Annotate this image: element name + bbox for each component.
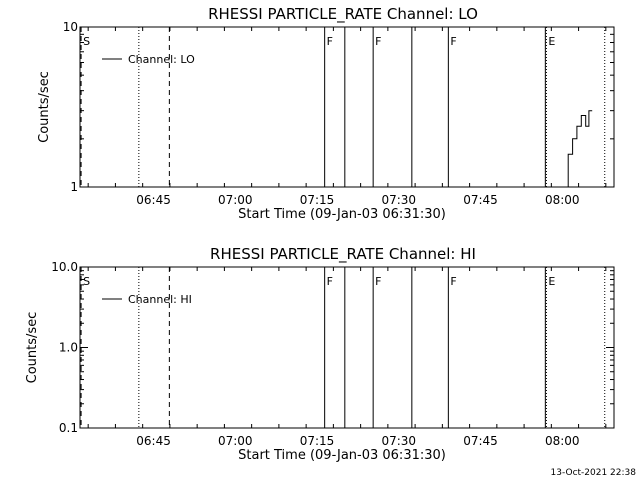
chart-title: RHESSI PARTICLE_RATE Channel: LO bbox=[208, 5, 478, 24]
x-tick-label: 06:45 bbox=[136, 193, 171, 207]
marker-label: S bbox=[83, 35, 90, 48]
marker-label: F bbox=[450, 275, 456, 288]
chart-title: RHESSI PARTICLE_RATE Channel: HI bbox=[210, 245, 476, 264]
x-tick-label: 07:15 bbox=[300, 434, 335, 448]
y-tick-label: 10.0 bbox=[51, 260, 78, 274]
panel-hi: RHESSI PARTICLE_RATE Channel: HI S F F F E 06:… bbox=[25, 245, 615, 463]
legend-label: Channel: LO bbox=[128, 53, 195, 66]
x-tick-label: 07:15 bbox=[300, 193, 335, 207]
x-tick-label: 07:00 bbox=[218, 193, 253, 207]
x-tick-label: 07:45 bbox=[463, 434, 498, 448]
x-tick-label: 08:00 bbox=[545, 193, 580, 207]
x-tick-label: 07:45 bbox=[463, 193, 498, 207]
y-tick-label: 1.0 bbox=[59, 341, 78, 355]
marker-label: F bbox=[327, 35, 333, 48]
y-axis-label: Counts/sec bbox=[37, 71, 52, 143]
x-axis-label: Start Time (09-Jan-03 06:31:30) bbox=[238, 207, 446, 222]
x-tick-label: 06:45 bbox=[136, 434, 171, 448]
y-tick-label: 10 bbox=[63, 20, 78, 34]
y-axis-label: Counts/sec bbox=[25, 312, 40, 384]
plot-frame bbox=[79, 266, 615, 429]
marker-label: E bbox=[548, 35, 555, 48]
x-tick-label: 08:00 bbox=[545, 434, 580, 448]
marker-label: F bbox=[375, 35, 381, 48]
panel-lo: RHESSI PARTICLE_RATE Channel: LO S F F F E 06:… bbox=[37, 5, 615, 222]
marker-label: F bbox=[327, 275, 333, 288]
y-tick-label: 1 bbox=[70, 180, 78, 194]
x-tick-label: 07:30 bbox=[381, 434, 416, 448]
x-tick-label: 07:00 bbox=[218, 434, 253, 448]
x-axis-label: Start Time (09-Jan-03 06:31:30) bbox=[238, 448, 446, 463]
legend-label: Channel: HI bbox=[128, 293, 192, 306]
series-line bbox=[564, 110, 593, 187]
marker-label: S bbox=[83, 275, 90, 288]
marker-label: F bbox=[450, 35, 456, 48]
x-tick-label: 07:30 bbox=[381, 193, 416, 207]
plot-frame bbox=[79, 26, 615, 188]
timestamp: 13-Oct-2021 22:38 bbox=[550, 468, 636, 478]
plot-area bbox=[564, 110, 593, 187]
marker-label: E bbox=[548, 275, 555, 288]
marker-label: F bbox=[375, 275, 381, 288]
y-tick-label: 0.1 bbox=[59, 421, 78, 435]
